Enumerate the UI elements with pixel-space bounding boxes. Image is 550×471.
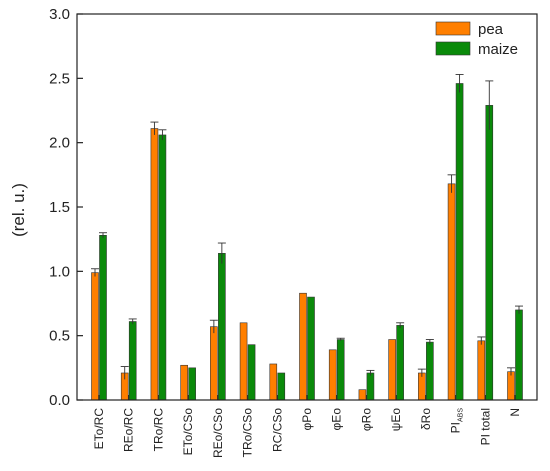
x-tick-label: PIABS xyxy=(449,408,465,434)
legend-label-pea: pea xyxy=(478,21,504,38)
bar-pea xyxy=(180,364,188,401)
x-tick-label: ETo/CSo xyxy=(181,408,195,456)
x-tick-label-main: RC/CSo xyxy=(270,408,284,452)
x-tick-label: ETo/RC xyxy=(92,408,106,450)
bar-maize xyxy=(366,372,375,401)
y-tick-label: 3.0 xyxy=(49,6,70,23)
x-tick-label-sub: ABS xyxy=(458,408,465,422)
y-tick-label: 2.0 xyxy=(49,135,70,152)
y-tick-label: 1.5 xyxy=(49,199,70,216)
y-tick-label: 0.5 xyxy=(49,328,70,345)
bar-pea xyxy=(210,326,218,401)
legend: pea maize xyxy=(435,21,518,58)
bar-pea xyxy=(328,349,337,401)
x-tick-label-main: PI xyxy=(449,422,463,433)
y-axis-ticks: 0.0 0.5 1.0 1.5 2.0 2.5 3.0 xyxy=(49,6,83,409)
y-tick-label: 1.0 xyxy=(49,263,70,280)
x-tick-label-main: δRo xyxy=(419,408,433,430)
bar-pea xyxy=(418,372,426,401)
bar-pea xyxy=(507,371,515,401)
bar-pea xyxy=(91,272,99,401)
bars xyxy=(91,74,523,401)
x-tick-label-main: ψEo xyxy=(389,408,403,432)
bar-pea xyxy=(358,389,367,401)
bar-maize xyxy=(99,235,107,401)
bar-maize xyxy=(277,372,286,401)
x-tick-label-main: φEo xyxy=(330,408,344,431)
plot-frame xyxy=(76,13,538,401)
x-tick-label: δRo xyxy=(419,408,433,430)
bar-maize xyxy=(336,339,345,401)
bar-pea xyxy=(388,339,396,401)
bar-maize xyxy=(188,367,196,401)
x-tick-label: TRo/CSo xyxy=(241,408,255,458)
x-tick-label-main: PI total xyxy=(478,408,492,445)
bar-maize xyxy=(247,344,256,401)
x-tick-label: φRo xyxy=(359,408,373,431)
bar-maize xyxy=(307,296,315,401)
bar-maize xyxy=(515,309,523,401)
x-tick-label: N xyxy=(508,408,522,417)
x-tick-label-main: φRo xyxy=(359,408,373,431)
x-tick-label-main: ETo/RC xyxy=(92,408,106,450)
x-tick-label-main: TRo/RC xyxy=(151,408,165,452)
bar-pea xyxy=(239,322,248,401)
bar-maize xyxy=(485,105,494,401)
bar-maize xyxy=(218,253,226,401)
bar-pea xyxy=(477,340,486,401)
bar-maize xyxy=(426,341,434,401)
legend-label-maize: maize xyxy=(478,41,518,58)
x-tick-label: φPo xyxy=(300,408,314,431)
x-tick-label-main: N xyxy=(508,408,522,417)
x-tick-label-main: TRo/CSo xyxy=(241,408,255,458)
legend-swatch-pea xyxy=(435,21,471,36)
bar-pea xyxy=(269,363,278,401)
bar-maize xyxy=(128,321,137,401)
y-tick-label: 2.5 xyxy=(49,70,70,87)
x-tick-label: PI total xyxy=(478,408,492,445)
x-tick-label: TRo/RC xyxy=(151,408,165,452)
legend-swatch-maize xyxy=(435,41,471,56)
x-tick-label: φEo xyxy=(330,408,344,431)
x-tick-label: ψEo xyxy=(389,408,403,432)
y-axis-title: (rel. u.) xyxy=(9,183,28,237)
x-tick-label: RC/CSo xyxy=(270,408,284,452)
bar-pea xyxy=(447,183,456,401)
x-tick-label-main: REo/RC xyxy=(122,408,136,452)
x-tick-label: REo/CSo xyxy=(211,408,225,458)
x-tick-label-main: φPo xyxy=(300,408,314,431)
x-tick-label: REo/RC xyxy=(122,408,136,452)
bar-pea xyxy=(150,128,159,401)
x-tick-label-main: REo/CSo xyxy=(211,408,225,458)
y-tick-label: 0.0 xyxy=(49,392,70,409)
bar-pea xyxy=(299,292,307,401)
bar-maize xyxy=(455,83,464,401)
x-tick-label-main: ETo/CSo xyxy=(181,408,195,456)
bar-maize xyxy=(158,134,167,401)
bar-maize xyxy=(396,325,404,401)
x-axis-labels: ETo/RC REo/RC TRo/RC ETo/CSo REo/CSo TRo/CSo R… xyxy=(92,408,522,458)
